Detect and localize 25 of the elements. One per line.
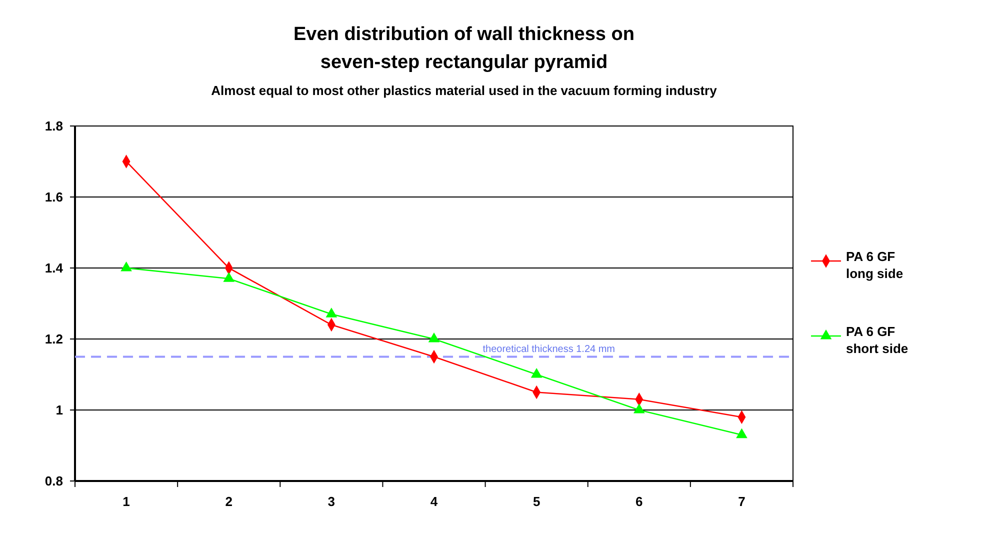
- point: [531, 368, 542, 378]
- x-tick-label: 6: [636, 494, 643, 509]
- point: [224, 272, 234, 282]
- point: [120, 262, 132, 272]
- x-tick-label: 7: [738, 494, 746, 509]
- x-tick-label: 2: [225, 494, 232, 509]
- x-tick-label: 5: [532, 494, 540, 509]
- x-tick-label: 1: [122, 494, 130, 509]
- y-tick-label: 1.8: [44, 118, 63, 134]
- chart-title: Even distribution of wall thickness on seven-step rectangular pyramid: [294, 24, 634, 73]
- point: [736, 428, 748, 438]
- y-tick-label: 0.8: [44, 474, 63, 489]
- x-tick-label: 3: [328, 494, 336, 509]
- legend-label: PA 6 GF short side: [846, 324, 908, 356]
- point: [634, 404, 644, 414]
- point: [326, 308, 337, 318]
- legend-label: PA 6 GF long side: [846, 249, 904, 281]
- ref-line-label: theoretical thickness 1.24 mm: [482, 344, 616, 355]
- chart-subtitle: Almost equal to most other plastics material used in the vacuum forming industry: [211, 83, 718, 98]
- x-tick-label: 4: [430, 494, 438, 509]
- y-tick-label: 1.2: [44, 332, 63, 347]
- y-tick-label: 1: [56, 402, 63, 418]
- y-tick-label: 1.4: [44, 260, 64, 276]
- point: [428, 332, 440, 342]
- y-tick-label: 1.6: [44, 190, 63, 205]
